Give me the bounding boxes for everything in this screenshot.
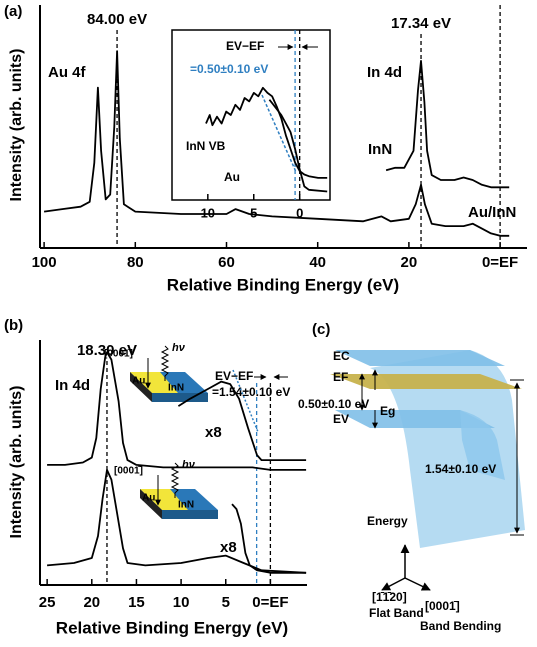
diagram-label: Band Bending xyxy=(420,619,501,633)
spectrum-line xyxy=(43,50,510,237)
spectrum-line xyxy=(177,380,307,461)
x-tick-label: 5 xyxy=(222,594,230,611)
spectrum-line xyxy=(268,99,328,193)
series-label: Au/InN xyxy=(468,204,516,221)
annotation: EV−EF xyxy=(226,39,264,53)
fit-line xyxy=(261,94,297,173)
schematic-label: InN xyxy=(178,500,194,511)
x-tick-label: 60 xyxy=(218,254,235,271)
x-tick-label: 10 xyxy=(173,594,190,611)
x-tick-label: 5 xyxy=(250,205,257,220)
schematic: [0001̄] hν Au InN xyxy=(104,342,208,402)
band-diagram: EC EF EV Eg 0.50±0.10 eV 1.54±0.10 eV En… xyxy=(298,349,525,633)
x-tick-label: 15 xyxy=(128,594,145,611)
diagram-label: [1̄1̄20] xyxy=(372,590,407,604)
spectrum-line xyxy=(47,351,307,471)
diagram-label: 1.54±0.10 eV xyxy=(425,462,496,476)
annotation: =1.54±0.10 eV xyxy=(212,385,290,399)
annotation: x8 xyxy=(205,424,222,441)
x-tick-label: 0=EF xyxy=(252,594,288,611)
spectrum-line xyxy=(47,469,307,574)
panel-label: (b) xyxy=(4,317,23,334)
annotation: =0.50±0.10 eV xyxy=(190,62,268,76)
x-tick-label: 0 xyxy=(296,205,303,220)
series-label: Au xyxy=(224,170,240,184)
x-tick-label: 20 xyxy=(401,254,418,271)
diagram-label: [0001̄] xyxy=(425,599,460,613)
x-tick-label: 25 xyxy=(39,594,56,611)
y-axis-label: Intensity (arb. units) xyxy=(8,49,25,202)
spectrum-line xyxy=(231,503,307,574)
schematic-label: hν xyxy=(182,459,196,471)
series-label: InN xyxy=(368,141,392,158)
x-tick-label: 10 xyxy=(201,205,215,220)
annotation: EV−EF xyxy=(215,369,253,383)
x-tick-label: 40 xyxy=(309,254,326,271)
schematic-label: [0001̄] xyxy=(114,466,143,477)
schematic-label: [0001̄] xyxy=(104,349,133,360)
annotation: In 4d xyxy=(367,64,402,81)
diagram-label: Energy xyxy=(367,514,408,528)
x-tick-label: 0=EF xyxy=(482,254,518,271)
schematic-label: Au xyxy=(132,376,145,387)
x-axis-label: Relative Binding Energy (eV) xyxy=(56,618,288,637)
annotation: Au 4f xyxy=(48,64,87,81)
annotation: x8 xyxy=(220,539,237,556)
x-axis-label: Relative Binding Energy (eV) xyxy=(167,275,399,294)
diagram-label: EV xyxy=(333,412,349,426)
diagram-label: Flat Band xyxy=(369,606,424,620)
peak-label: 18.30 eV xyxy=(77,342,137,359)
schematic-label: hν xyxy=(172,342,186,354)
inset-frame xyxy=(171,29,331,201)
y-axis-label: Intensity (arb. units) xyxy=(8,386,25,539)
x-tick-label: 20 xyxy=(83,594,100,611)
series-label: InN VB xyxy=(186,139,226,153)
x-tick-label: 100 xyxy=(32,254,57,271)
panel-label: (a) xyxy=(4,3,22,20)
schematic-label: Au xyxy=(142,493,155,504)
schematic-label: InN xyxy=(168,383,184,394)
spectrum-line xyxy=(385,60,510,189)
diagram-label: EF xyxy=(333,370,348,384)
diagram-label: EC xyxy=(333,349,350,363)
fit-line xyxy=(232,369,259,433)
diagram-label: Eg xyxy=(380,404,395,418)
x-tick-label: 80 xyxy=(127,254,144,271)
annotation: In 4d xyxy=(55,377,90,394)
diagram-label: 0.50±0.10 eV xyxy=(298,397,369,411)
panel-label: (c) xyxy=(312,321,330,338)
peak-label: 84.00 eV xyxy=(87,11,147,28)
peak-label: 17.34 eV xyxy=(391,15,451,32)
